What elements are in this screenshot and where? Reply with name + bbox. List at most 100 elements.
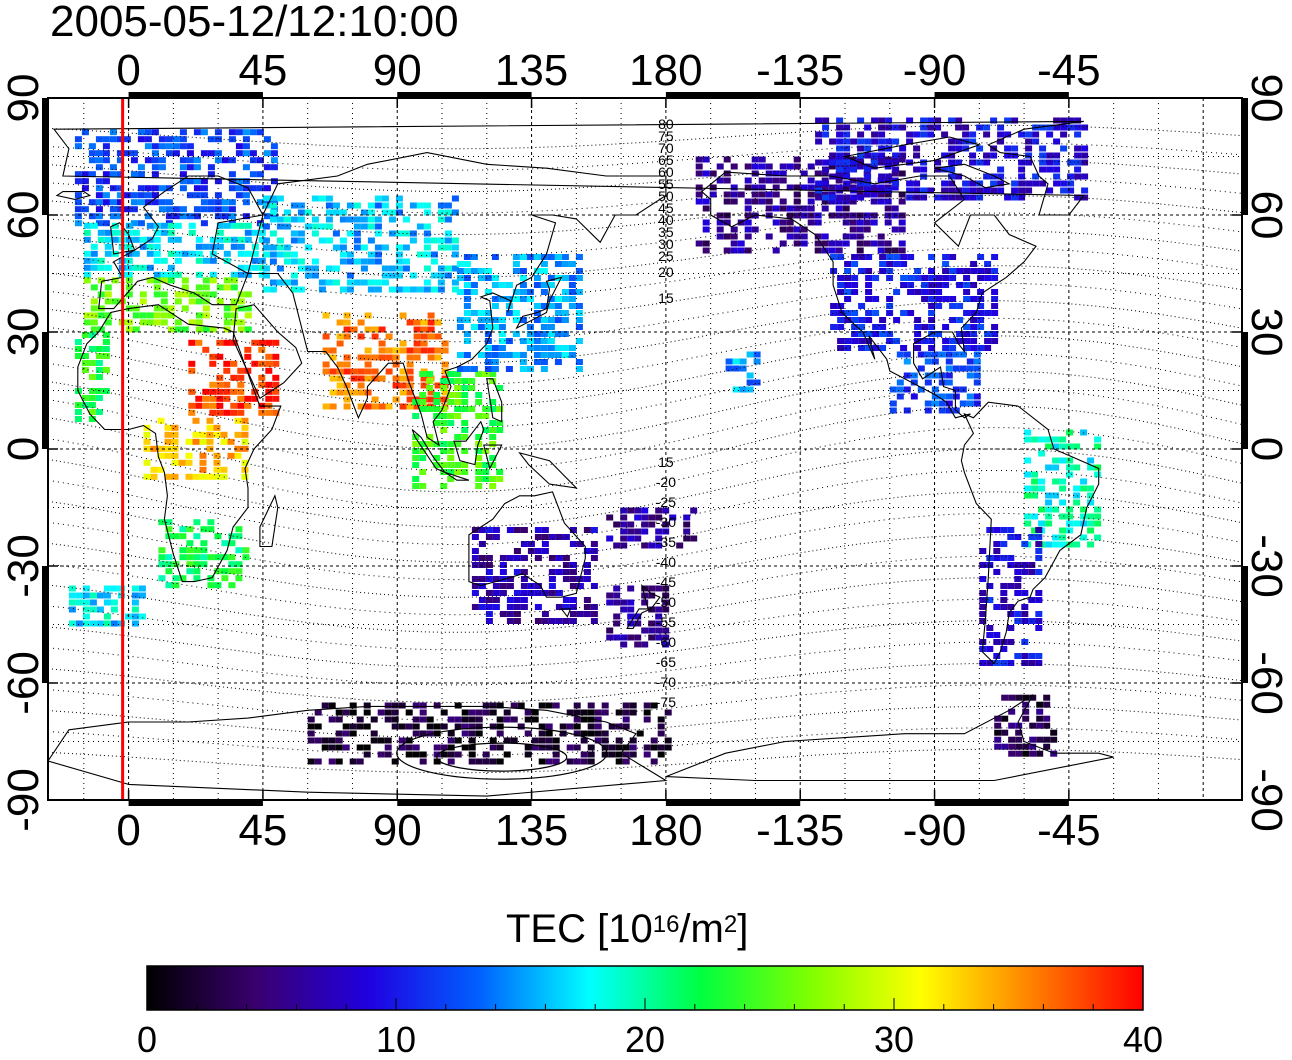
- tec-pixel: [856, 247, 864, 254]
- tec-pixel: [370, 716, 378, 723]
- coastline: [518, 451, 578, 489]
- tec-pixel: [83, 236, 91, 243]
- tec-pixel: [568, 261, 576, 267]
- tec-pixel: [723, 170, 731, 177]
- tec-pixel: [786, 184, 794, 191]
- tec-pixel: [188, 319, 196, 326]
- tec-pixel: [485, 604, 493, 610]
- tec-pixel: [90, 326, 98, 333]
- tec-pixel: [1043, 736, 1051, 743]
- tec-pixel: [132, 312, 140, 319]
- tec-pixel: [1073, 541, 1081, 548]
- tec-pixel: [963, 324, 971, 330]
- tec-pixel: [1059, 534, 1067, 541]
- tec-pixel: [484, 345, 492, 351]
- tec-pixel: [151, 129, 159, 136]
- tec-pixel: [491, 352, 499, 358]
- tec-pixel: [406, 389, 414, 396]
- tec-pixel: [994, 722, 1002, 729]
- tec-pixel: [463, 331, 471, 337]
- tec-pixel: [1045, 464, 1053, 471]
- tec-pixel: [171, 424, 179, 431]
- tec-pixel: [235, 178, 243, 185]
- tec-pixel: [420, 340, 428, 347]
- tec-pixel: [223, 395, 231, 402]
- tec-pixel: [723, 219, 731, 226]
- tec-pixel: [512, 289, 520, 295]
- tec-pixel: [83, 312, 91, 319]
- tec-pixel: [454, 462, 462, 468]
- tec-pixel: [844, 261, 852, 267]
- tec-pixel: [258, 339, 266, 346]
- tec-pixel: [993, 632, 1001, 638]
- tec-pixel: [938, 351, 946, 358]
- tec-pixel: [343, 368, 351, 375]
- tec-pixel: [200, 540, 208, 547]
- tec-pixel: [561, 261, 569, 267]
- tec-pixel: [844, 317, 852, 323]
- tec-pixel: [125, 284, 133, 291]
- tec-pixel: [634, 620, 642, 627]
- tec-pixel: [437, 244, 445, 251]
- tec-pixel: [416, 251, 424, 258]
- tec-pixel: [388, 216, 396, 223]
- tec-pixel: [150, 466, 158, 473]
- tec-pixel: [541, 541, 549, 547]
- tec-pixel: [986, 632, 994, 638]
- tec-pixel: [258, 360, 266, 367]
- tec-pixel: [662, 592, 670, 599]
- tec-pixel: [461, 378, 469, 384]
- tec-pixel: [95, 192, 103, 199]
- tec-pixel: [641, 514, 649, 521]
- tec-pixel: [420, 347, 428, 354]
- tec-pixel: [956, 282, 964, 288]
- tec-pixel: [381, 244, 389, 251]
- tec-pixel: [420, 319, 428, 326]
- tec-pixel: [461, 392, 469, 398]
- tec-pixel: [1059, 478, 1067, 485]
- tec-pixel: [223, 360, 231, 367]
- tec-pixel: [534, 527, 542, 533]
- tec-pixel: [648, 627, 656, 634]
- tec-pixel: [399, 340, 407, 347]
- tec-pixel: [969, 131, 977, 138]
- tec-pixel: [807, 191, 815, 198]
- tec-pixel: [482, 702, 490, 709]
- top-lon-label: -90: [903, 46, 967, 95]
- tec-pixel: [966, 372, 974, 379]
- tec-pixel: [444, 237, 452, 244]
- tec-pixel: [1053, 159, 1061, 166]
- tec-pixel: [1060, 124, 1068, 131]
- tec-pixel: [506, 604, 514, 610]
- tec-pixel: [1035, 569, 1043, 575]
- tec-pixel: [484, 359, 492, 365]
- tec-pixel: [979, 562, 987, 568]
- tec-pixel: [88, 199, 96, 206]
- tec-pixel: [241, 459, 249, 466]
- tec-pixel: [325, 209, 333, 216]
- tec-pixel: [935, 282, 943, 288]
- tec-pixel: [125, 264, 133, 271]
- tec-pixel: [517, 702, 525, 709]
- tec-pixel: [258, 409, 266, 416]
- tec-pixel: [82, 599, 90, 606]
- tec-pixel: [489, 709, 497, 716]
- tec-pixel: [491, 366, 499, 372]
- tec-pixel: [95, 395, 103, 401]
- tec-pixel: [385, 368, 393, 375]
- tec-pixel: [262, 265, 270, 272]
- tec-pixel: [648, 592, 656, 599]
- tec-pixel: [512, 352, 520, 358]
- tec-pixel: [979, 548, 987, 554]
- tec-pixel: [970, 345, 978, 351]
- tec-pixel: [237, 305, 245, 312]
- tec-pixel: [463, 296, 471, 302]
- tec-pixel: [412, 730, 420, 737]
- tec-pixel: [235, 129, 243, 136]
- tec-pixel: [573, 702, 581, 709]
- tec-pixel: [433, 413, 441, 419]
- tec-pixel: [1031, 471, 1039, 478]
- tec-pixel: [188, 367, 196, 374]
- tec-pixel: [991, 254, 999, 260]
- tec-pixel: [412, 434, 420, 440]
